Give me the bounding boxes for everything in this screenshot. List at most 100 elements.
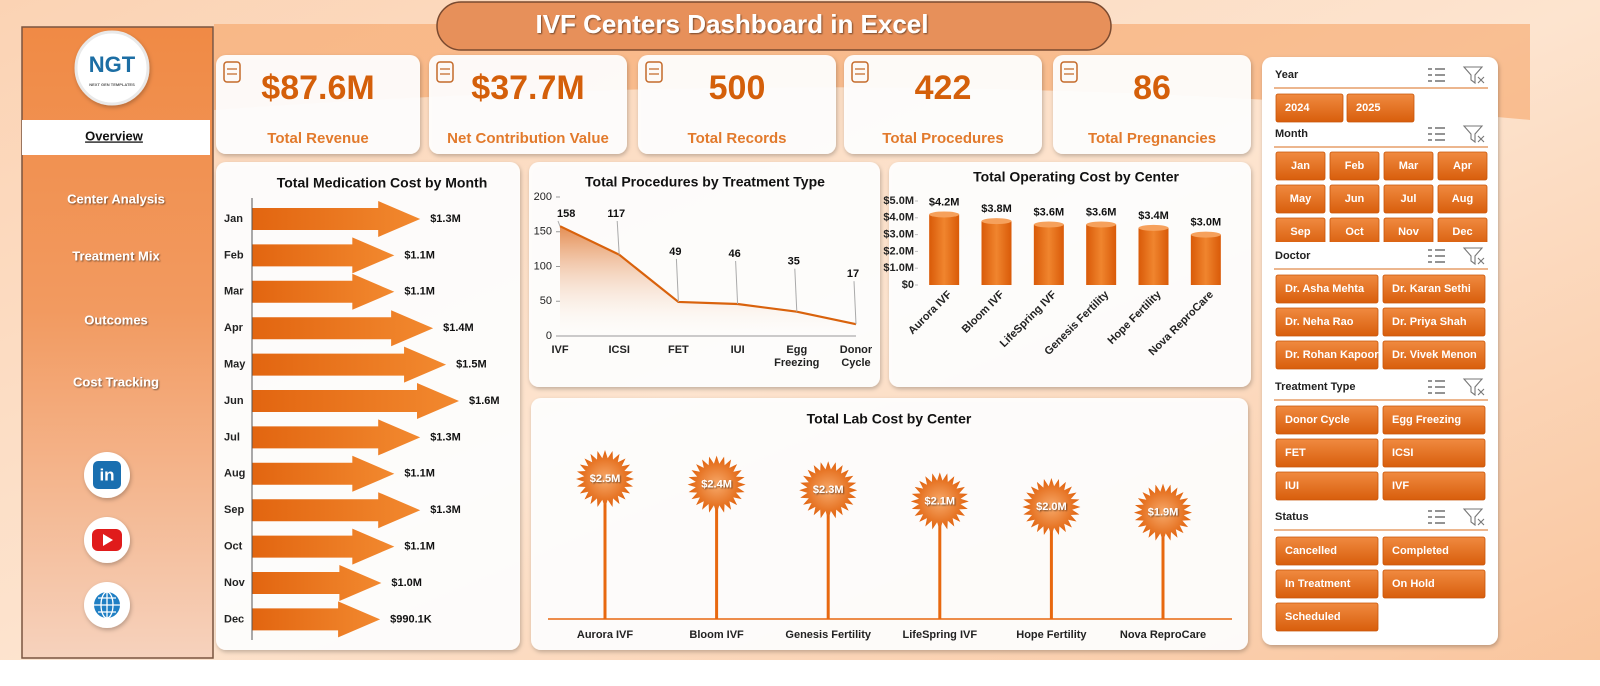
slicer-button[interactable]: [1383, 151, 1434, 181]
slicer-button[interactable]: [1275, 217, 1326, 246]
slicer-button[interactable]: [1275, 405, 1379, 435]
slicer-item-label: Feb: [1345, 160, 1365, 172]
slicer-item-label: Dr. Karan Sethi: [1392, 283, 1471, 295]
slicer-items: Dr. Asha Mehta Dr. Karan Sethi Dr. Neha Ra…: [1275, 274, 1486, 370]
panel: [216, 55, 420, 154]
slicer-button[interactable]: [1275, 307, 1379, 337]
y-tick-label: 150: [534, 226, 552, 238]
slicer-items: Jan Feb Mar Apr May Jun Jul Aug Sep Oct Nov Dec: [1275, 151, 1488, 246]
arrow-bar: [252, 565, 382, 601]
youtube-play: [103, 534, 113, 546]
clear-filter-icon[interactable]: [1462, 125, 1485, 144]
slicer-button[interactable]: [1275, 569, 1379, 599]
y-tick-label: $4.0M: [883, 212, 914, 224]
y-tick-label: $1.0M: [883, 262, 914, 274]
slicer-button[interactable]: [1382, 471, 1486, 501]
value-label: $1.5M: [456, 359, 487, 371]
multi-select-icon[interactable]: [1428, 249, 1445, 263]
arrow-bar: [252, 492, 421, 529]
slicer-button[interactable]: [1329, 184, 1380, 214]
slicer-item-label: Nov: [1398, 226, 1420, 238]
value-label: 117: [607, 208, 625, 220]
chart-title: Total Operating Cost by Center: [973, 169, 1179, 185]
leader-line: [675, 258, 679, 302]
x-tick-label: Egg Freezing: [774, 344, 820, 369]
slicer-items: Donor Cycle Egg Freezing FET ICSI IUI IVF: [1275, 405, 1486, 501]
y-tick-label: 50: [540, 295, 552, 307]
footer-strip: [0, 660, 1600, 686]
clear-filter-icon[interactable]: [1462, 247, 1485, 266]
slicer-item-label: On Hold: [1392, 578, 1435, 590]
nav-item[interactable]: Treatment Mix: [72, 248, 160, 263]
slicer-button[interactable]: [1275, 151, 1326, 181]
multi-select-icon[interactable]: [1428, 380, 1445, 394]
slicer-button[interactable]: [1437, 217, 1488, 246]
slicer-button[interactable]: [1382, 307, 1486, 337]
slicer-button[interactable]: [1382, 274, 1486, 304]
leader-line: [794, 268, 798, 312]
kpi-label: Net Contribution Value: [447, 130, 609, 147]
x-label-box: FET: [668, 344, 689, 356]
clear-filter-icon[interactable]: [1462, 66, 1485, 85]
x-tick-label: Bloom IVF: [689, 629, 744, 641]
arrow-bar: [252, 601, 381, 638]
slicer-button[interactable]: [1275, 602, 1379, 632]
slicer-button[interactable]: [1275, 438, 1379, 468]
slicer-item-label: Dr. Rohan Kapoor: [1285, 349, 1379, 361]
clear-filter-icon[interactable]: [1462, 508, 1485, 527]
value-label: $2.4M: [701, 479, 732, 491]
x-tick-label: ICSI: [608, 344, 630, 356]
slicer-button[interactable]: [1382, 405, 1486, 435]
slicer-button[interactable]: [1329, 217, 1380, 246]
slicer-button[interactable]: [1346, 93, 1415, 123]
slicer-button[interactable]: [1382, 536, 1486, 566]
slicer-button[interactable]: [1275, 184, 1326, 214]
clear-filter-icon[interactable]: [1462, 378, 1485, 397]
multi-select-icon[interactable]: [1428, 510, 1445, 524]
slicer-button[interactable]: [1329, 151, 1380, 181]
kpi-icon: [436, 61, 454, 83]
multi-select-icon[interactable]: [1428, 68, 1445, 82]
slicer-item-label: IUI: [1285, 480, 1299, 492]
value-label: $1.1M: [404, 249, 435, 261]
slicer-item-label: FET: [1285, 447, 1306, 459]
arrow-bar: [252, 455, 395, 492]
nav-item[interactable]: Center Analysis: [67, 191, 165, 206]
slicer-button[interactable]: [1437, 151, 1488, 181]
lollipop-head: [576, 450, 634, 508]
slicer-item-label: Donor Cycle: [1285, 414, 1350, 426]
slicer-button[interactable]: [1383, 217, 1434, 246]
nav-item[interactable]: Overview: [85, 128, 144, 143]
slicer-button[interactable]: [1275, 93, 1344, 123]
kpi-icon-lines: [440, 68, 450, 75]
nav-item[interactable]: Cost Tracking: [73, 374, 159, 389]
slicer-button[interactable]: [1275, 471, 1379, 501]
slicer-button[interactable]: [1382, 569, 1486, 599]
slicer-items: Cancelled Completed In Treatment On Hold Sch…: [1275, 536, 1486, 632]
nav-item[interactable]: Outcomes: [84, 312, 148, 327]
value-label: $3.8M: [981, 203, 1012, 215]
logo: [74, 30, 150, 106]
slicer-button[interactable]: [1382, 340, 1486, 370]
slicer-button[interactable]: [1275, 274, 1379, 304]
slicer-button[interactable]: [1437, 184, 1488, 214]
value-label: $1.1M: [404, 468, 435, 480]
slicer-item-label: Apr: [1453, 160, 1473, 172]
x-label-box: ICSI: [608, 344, 630, 356]
slicer-button[interactable]: [1275, 536, 1379, 566]
category-label: Apr: [224, 322, 244, 334]
value-label: $2.3M: [813, 484, 844, 496]
slicer-button[interactable]: [1275, 340, 1379, 370]
slicer-button[interactable]: [1383, 184, 1434, 214]
value-label: $1.3M: [430, 431, 461, 443]
slicer-button[interactable]: [1382, 438, 1486, 468]
slicer-item-label: Jan: [1291, 160, 1310, 172]
bar-top: [929, 211, 960, 218]
kpi-value: 422: [915, 69, 972, 107]
bar-top: [1190, 231, 1221, 238]
multi-select-icon[interactable]: [1428, 127, 1445, 141]
category-label: Mar: [224, 286, 244, 298]
slicer-item-label: Jul: [1401, 193, 1417, 205]
y-tick-label: 200: [534, 191, 552, 203]
linkedin-icon: [93, 461, 121, 489]
